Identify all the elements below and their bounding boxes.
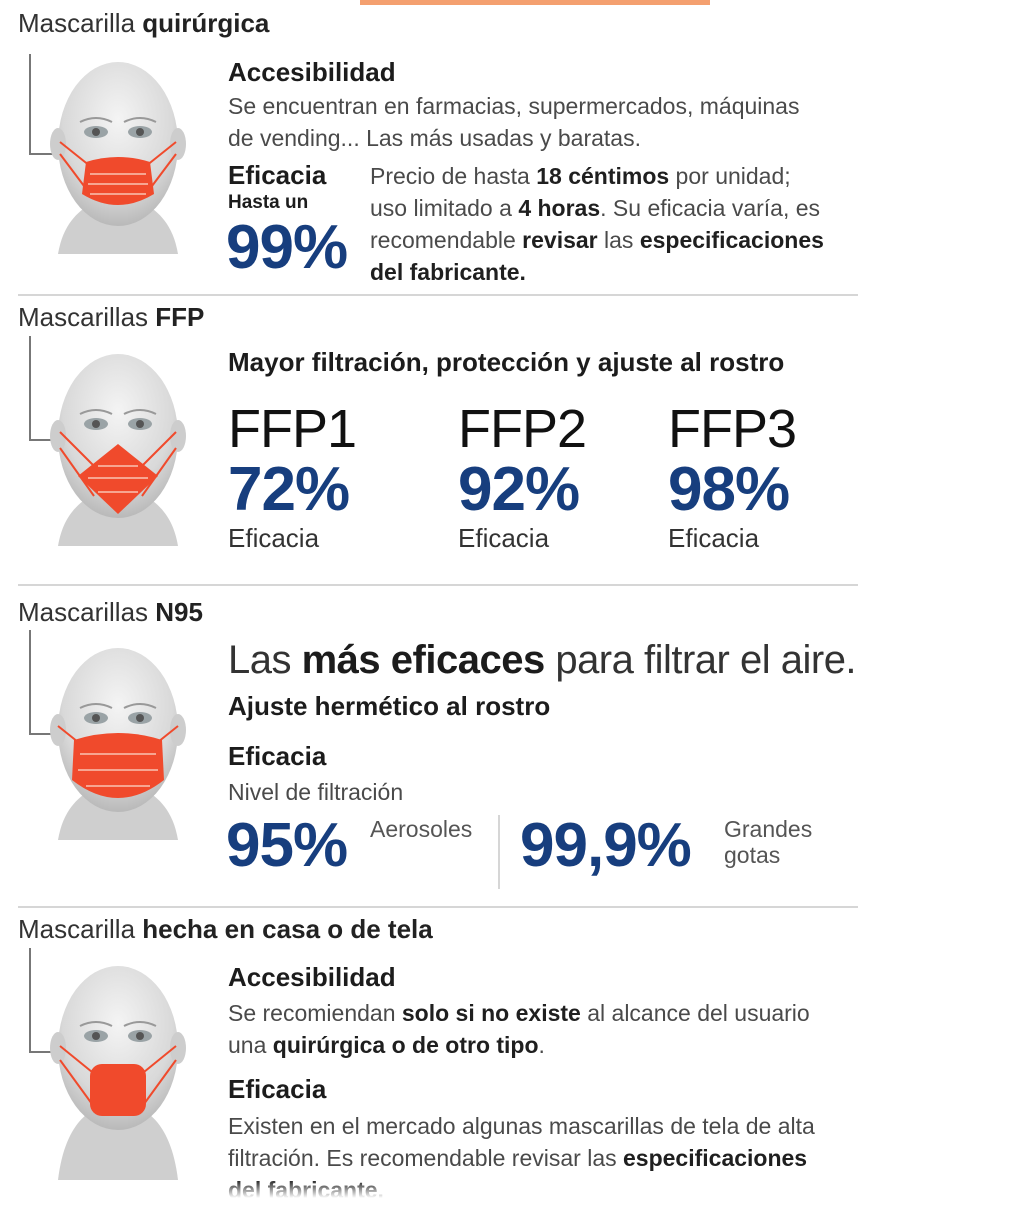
ffp2-name: FFP2: [458, 399, 587, 459]
n95-filter-level: Nivel de filtración: [228, 779, 404, 805]
ffp-mask-head-illustration: [29, 336, 186, 546]
surgical-rec-c: las: [597, 227, 640, 253]
ffp-title-normal: Mascarillas: [18, 302, 156, 332]
cloth-accessibility-text: Se recomiendan solo si no existe al alca…: [228, 997, 868, 1061]
surgical-use-c: . Su eficacia varía, es: [600, 195, 821, 221]
ffp2-percent: 92%: [458, 455, 580, 524]
n95-tagline-a: Las: [228, 638, 302, 682]
cloth-mask-head-illustration: [29, 948, 186, 1180]
surgical-price-b: 18 céntimos: [536, 163, 670, 189]
n95-aerosols-label: Aerosoles: [370, 816, 473, 842]
n95-tagline-b: más eficaces: [301, 638, 546, 682]
surgical-upto-label: Hasta un: [228, 192, 309, 213]
cloth-access-d: una: [228, 1032, 273, 1058]
surgical-rec-e: del fabricante.: [370, 259, 526, 285]
ffp3-name: FFP3: [668, 399, 797, 459]
ffp2-block: FFP2 92% Eficacia: [458, 398, 587, 554]
surgical-efficacy-percent: 99%: [226, 213, 348, 282]
surgical-title-normal: Mascarilla: [18, 8, 143, 38]
n95-efficacy-heading: Eficacia: [228, 741, 327, 771]
n95-aerosols-percent: 95%: [226, 811, 348, 880]
bottom-crop-fade: [0, 1180, 1024, 1198]
cloth-title-normal: Mascarilla: [18, 914, 143, 944]
divider-3: [18, 906, 858, 908]
surgical-title-bold: quirúrgica: [142, 8, 270, 38]
cloth-access-e: quirúrgica o de otro tipo: [272, 1032, 539, 1058]
surgical-accessibility-text: Se encuentran en farmacias, supermercado…: [228, 90, 868, 154]
cloth-efficacy-text: Existen en el mercado algunas mascarilla…: [228, 1110, 868, 1206]
ffp-section-title: Mascarillas FFP: [18, 302, 204, 333]
surgical-use-b: 4 horas: [518, 195, 601, 221]
surgical-price-a: Precio de hasta: [370, 163, 537, 189]
cloth-section-title: Mascarilla hecha en casa o de tela: [18, 914, 433, 945]
surgical-mask-head-illustration: [29, 54, 186, 254]
surgical-rec-a: recomendable: [370, 227, 523, 253]
ffp1-percent: 72%: [228, 455, 350, 524]
n95-section-title: Mascarillas N95: [18, 597, 203, 628]
surgical-accessibility-heading: Accesibilidad: [228, 57, 396, 87]
n95-title-normal: Mascarillas: [18, 597, 156, 627]
ffp2-label: Eficacia: [458, 523, 550, 553]
surgical-access-line-1: Se encuentran en farmacias, supermercado…: [228, 93, 800, 119]
cloth-accessibility-heading: Accesibilidad: [228, 962, 396, 992]
ffp1-label: Eficacia: [228, 523, 320, 553]
n95-fit-heading: Ajuste hermético al rostro: [228, 691, 551, 721]
surgical-access-line-2: de vending... Las más usadas y baratas.: [228, 125, 641, 151]
n95-mask-head-illustration: [29, 630, 186, 840]
cloth-eff-line-2b: especificaciones: [623, 1145, 808, 1171]
top-accent-bar: [360, 0, 710, 5]
cloth-access-c: al alcance del usuario: [580, 1000, 810, 1026]
surgical-section-title: Mascarilla quirúrgica: [18, 8, 269, 39]
n95-drops-label-2: gotas: [724, 842, 781, 868]
n95-title-bold: N95: [155, 597, 203, 627]
divider-2: [18, 584, 858, 586]
n95-drops-percent: 99,9%: [520, 811, 692, 880]
surgical-rec-b: revisar: [522, 227, 598, 253]
cloth-access-a: Se recomiendan: [228, 1000, 402, 1026]
cloth-efficacy-heading: Eficacia: [228, 1074, 327, 1104]
n95-drops-label-1: Grandes: [724, 816, 813, 842]
n95-tagline: Las más eficaces para filtrar el aire.: [228, 638, 857, 683]
n95-tagline-c: para filtrar el aire.: [544, 638, 857, 682]
cloth-title-bold: hecha en casa o de tela: [142, 914, 433, 944]
ffp3-block: FFP3 98% Eficacia: [668, 398, 797, 554]
cloth-eff-line-2a: filtración. Es recomendable revisar las: [228, 1145, 623, 1171]
surgical-rec-d: especificaciones: [639, 227, 824, 253]
ffp1-block: FFP1 72% Eficacia: [228, 398, 357, 554]
ffp-subtitle: Mayor filtración, protección y ajuste al…: [228, 347, 785, 377]
divider-1: [18, 294, 858, 296]
cloth-access-f: .: [538, 1032, 545, 1058]
surgical-price-text: Precio de hasta 18 céntimos por unidad; …: [370, 160, 890, 288]
surgical-use-a: uso limitado a: [370, 195, 519, 221]
ffp3-label: Eficacia: [668, 523, 760, 553]
ffp-title-bold: FFP: [155, 302, 205, 332]
n95-drops-label: Grandes gotas: [724, 816, 812, 868]
cloth-access-b: solo si no existe: [401, 1000, 581, 1026]
ffp3-percent: 98%: [668, 455, 790, 524]
surgical-efficacy-heading: Eficacia: [228, 160, 327, 190]
ffp1-name: FFP1: [228, 399, 357, 459]
cloth-eff-line-1: Existen en el mercado algunas mascarilla…: [228, 1113, 815, 1139]
n95-vertical-separator: [498, 815, 500, 889]
surgical-price-c: por unidad;: [669, 163, 791, 189]
